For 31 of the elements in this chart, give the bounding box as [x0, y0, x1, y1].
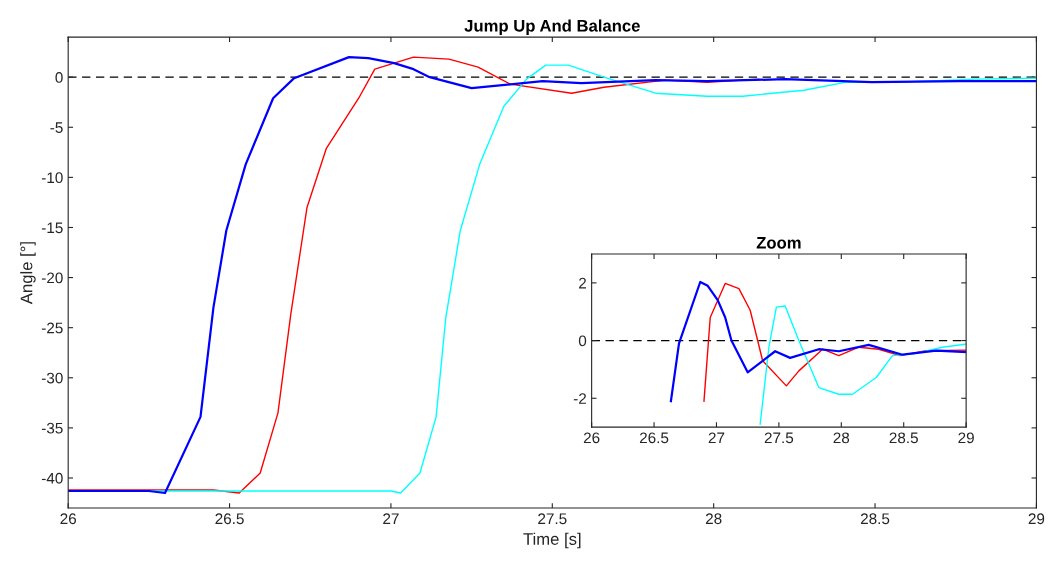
y-tick-label: -2	[573, 393, 587, 404]
y-tick-label: 0	[55, 72, 63, 83]
x-tick-label: 26	[60, 513, 77, 525]
chart-title: Zoom	[756, 237, 801, 249]
x-axis-title: Time [s]	[523, 532, 581, 549]
y-tick-label: 2	[579, 277, 587, 289]
y-tick-label: 0	[578, 335, 587, 347]
y-tick-label: -10	[41, 172, 63, 184]
x-tick-label: 27.5	[538, 513, 567, 525]
x-tick-label: 27.5	[764, 432, 794, 444]
y-axis-title: Angle [°]	[20, 242, 36, 305]
y-tick-label: -5	[50, 122, 63, 133]
y-tick-label: -25	[41, 322, 63, 334]
x-tick-label: 27	[383, 513, 399, 524]
x-tick-label: 28.5	[860, 513, 890, 525]
y-tick-label: -15	[41, 222, 63, 234]
x-tick-label: 27	[708, 432, 725, 444]
chart-title: Jump Up And Balance	[464, 19, 640, 35]
y-tick-label: -35	[41, 422, 63, 434]
x-tick-label: 28	[833, 432, 850, 444]
x-tick-label: 28.5	[889, 432, 918, 444]
x-tick-label: 26.5	[215, 513, 244, 525]
x-tick-label: 26.5	[639, 432, 669, 444]
y-tick-label: -40	[41, 472, 63, 484]
x-tick-label: 29	[958, 432, 974, 444]
y-tick-label: -20	[41, 272, 63, 284]
y-tick-label: -30	[41, 372, 63, 384]
x-tick-label: 28	[705, 513, 722, 525]
x-tick-label: 29	[1028, 513, 1045, 525]
x-tick-label: 26	[583, 432, 600, 444]
line-series	[759, 305, 967, 425]
